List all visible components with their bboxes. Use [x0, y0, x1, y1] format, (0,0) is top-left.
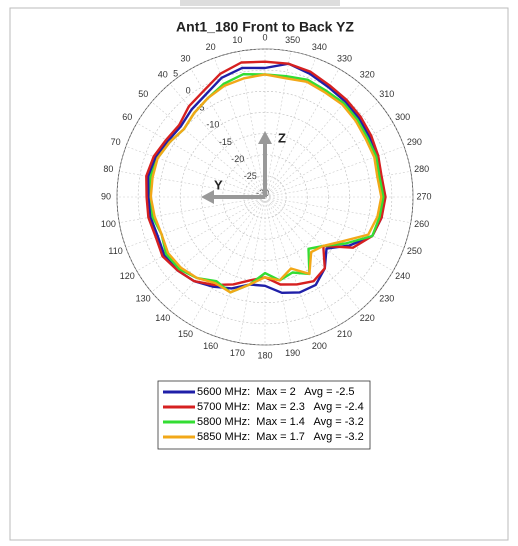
theta-tick-label: 340 — [312, 42, 327, 52]
theta-tick-label: 250 — [407, 246, 422, 256]
legend: 5600 MHz: Max = 2 Avg = -2.5 5700 MHz: Ma… — [163, 386, 364, 443]
theta-tick-label: 130 — [136, 294, 151, 304]
r-tick-label: -20 — [231, 154, 244, 164]
theta-tick-label: 80 — [103, 164, 113, 174]
grid-spoke — [264, 196, 411, 223]
theta-tick-label: 180 — [257, 350, 272, 360]
r-tick-label: -15 — [219, 137, 232, 147]
theta-tick-label: 70 — [111, 137, 121, 147]
grid-spoke — [169, 83, 266, 198]
grid-spoke — [136, 122, 266, 198]
grid-circle — [201, 133, 329, 261]
grid-spoke — [264, 57, 316, 198]
series-line — [147, 62, 385, 294]
theta-tick-label: 230 — [379, 294, 394, 304]
theta-tick-label: 40 — [158, 70, 168, 80]
grid-spoke — [264, 101, 379, 198]
grid-spoke — [151, 196, 266, 293]
theta-tick-label: 110 — [108, 246, 122, 256]
grid-spoke — [169, 196, 266, 311]
theta-tick-label: 350 — [285, 35, 300, 45]
r-tick-label: -25 — [244, 171, 257, 181]
grid-spoke — [264, 196, 405, 248]
axes-arrows: Z Y — [201, 130, 286, 204]
grid-spoke — [125, 196, 266, 248]
grid-spoke — [239, 51, 266, 198]
grid-spoke — [119, 171, 266, 198]
r-tick-label: -10 — [206, 120, 219, 130]
theta-tick-label: 280 — [414, 164, 429, 174]
theta-tick-label: 190 — [285, 348, 300, 358]
theta-tick-label: 330 — [337, 54, 352, 64]
grid-spoke — [239, 196, 266, 343]
theta-tick-label: 10 — [232, 35, 242, 45]
grid-spoke — [264, 171, 411, 198]
z-arrow-head — [258, 131, 272, 144]
r-tick-label: 5 — [173, 68, 178, 78]
theta-tick-label: 270 — [416, 191, 431, 201]
legend-label: 5800 MHz: Max = 1.4 Avg = -3.2 — [197, 416, 364, 428]
grid-spoke — [151, 101, 266, 198]
series-line — [149, 73, 383, 294]
grid-spoke — [190, 196, 266, 326]
r-tick-label: 0 — [186, 86, 191, 96]
y-arrow-head — [201, 190, 214, 204]
grid-spoke — [264, 196, 340, 326]
grid-spoke — [264, 196, 394, 272]
theta-tick-label: 50 — [138, 89, 148, 99]
theta-tick-label: 20 — [206, 42, 216, 52]
grid-spoke — [264, 196, 316, 337]
grid-circle — [116, 48, 414, 346]
legend-label: 5600 MHz: Max = 2 Avg = -2.5 — [197, 386, 355, 398]
theta-tick-label: 90 — [101, 191, 111, 201]
theta-tick-label: 150 — [178, 329, 193, 339]
grid-spoke — [264, 122, 394, 198]
theta-tick-label: 140 — [155, 313, 170, 323]
theta-tick-label: 30 — [180, 54, 190, 64]
theta-tick-label: 300 — [395, 112, 410, 122]
theta-tick-label: 310 — [379, 89, 394, 99]
theta-tick-label: 320 — [360, 70, 375, 80]
grid-spoke — [264, 196, 361, 311]
theta-tick-label: 160 — [203, 341, 218, 351]
theta-tick-label: 0 — [262, 32, 267, 42]
grid-spoke — [264, 83, 361, 198]
panel — [9, 7, 509, 541]
z-label: Z — [278, 130, 286, 145]
legend-label: 5850 MHz: Max = 1.7 Avg = -3.2 — [197, 431, 364, 443]
grid-spoke — [264, 196, 291, 343]
theta-tick-label: 240 — [395, 271, 410, 281]
theta-tick-label: 220 — [360, 313, 375, 323]
theta-tick-label: 290 — [407, 137, 422, 147]
grid-spoke — [214, 57, 266, 198]
grid-spoke — [264, 146, 405, 198]
chart-title: Ant1_180 Front to Back YZ — [176, 19, 354, 35]
grid-spoke — [264, 51, 291, 198]
y-label: Y — [214, 177, 223, 192]
grid-spoke — [119, 196, 266, 223]
theta-tick-label: 210 — [337, 329, 352, 339]
grid-spoke — [190, 68, 266, 198]
grid-spoke — [125, 146, 266, 198]
grid-spoke — [264, 68, 340, 198]
plot: -30-25-20-15-10-505010203040506070809010… — [101, 32, 432, 360]
grid-circle — [137, 69, 393, 325]
grid-spoke — [214, 196, 266, 337]
theta-tick-label: 100 — [101, 219, 116, 229]
tab — [180, 0, 340, 6]
legend-label: 5700 MHz: Max = 2.3 Avg = -2.4 — [197, 401, 364, 413]
theta-tick-label: 60 — [122, 112, 132, 122]
grid-spoke — [264, 196, 379, 293]
theta-tick-label: 260 — [414, 219, 429, 229]
theta-tick-label: 200 — [312, 341, 327, 351]
theta-tick-label: 170 — [230, 348, 245, 358]
theta-tick-label: 120 — [120, 271, 135, 281]
grid-spoke — [136, 196, 266, 272]
